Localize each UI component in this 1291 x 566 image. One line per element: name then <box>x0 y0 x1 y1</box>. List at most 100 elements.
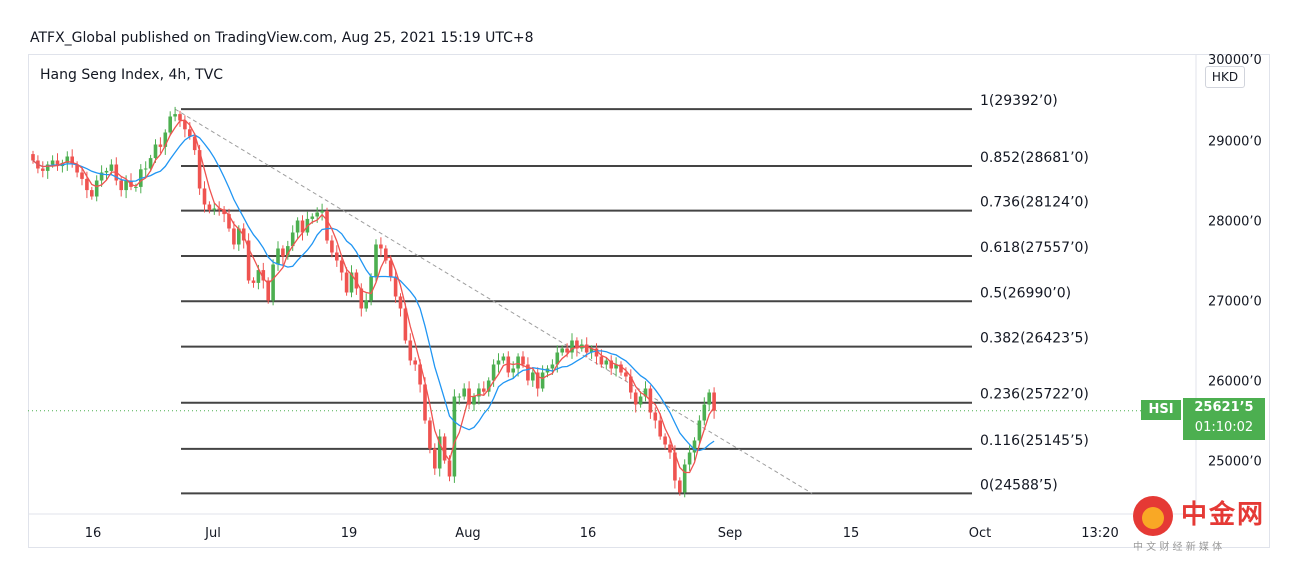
fib-level-label: 0.736(28124’0) <box>980 195 1089 211</box>
y-tick-label-top: 30000’0 <box>1208 53 1262 68</box>
candle-body <box>295 220 300 233</box>
price-tag-value: 25621’5 01:10:02 <box>1183 398 1265 440</box>
candle-body <box>692 440 697 453</box>
x-tick-label: 19 <box>341 526 358 541</box>
candle-body <box>570 340 574 353</box>
candle-body <box>325 210 329 241</box>
candle-body <box>119 180 123 191</box>
candle-body <box>369 276 373 301</box>
candle-body <box>687 452 692 465</box>
candle-body <box>673 452 677 481</box>
candle-body <box>286 246 290 257</box>
currency-button[interactable]: HKD <box>1205 66 1245 88</box>
candle-body <box>589 348 594 353</box>
price-tag-countdown: 01:10:02 <box>1194 420 1254 435</box>
candle-body <box>526 364 530 381</box>
candle-body <box>697 420 702 441</box>
candle-body <box>339 260 344 273</box>
candle-body <box>565 348 569 353</box>
candle-body <box>134 186 138 188</box>
candle-body <box>678 480 682 493</box>
candle-body <box>335 252 339 261</box>
candle-body <box>496 360 501 365</box>
candle-body <box>516 356 520 369</box>
candle-body <box>374 244 378 277</box>
candle-body <box>550 364 555 369</box>
candle-body <box>41 168 45 171</box>
candle-body <box>707 392 711 405</box>
fib-level-label: 0.852(28681’0) <box>980 150 1089 166</box>
candle-body <box>604 360 609 365</box>
candle-body <box>663 436 667 445</box>
candle-body <box>521 356 525 365</box>
candle-body <box>45 164 50 171</box>
candle-body <box>143 168 148 170</box>
x-tick-label: Oct <box>969 526 991 541</box>
candle-body <box>658 420 662 437</box>
price-tag-price: 25621’5 <box>1194 400 1254 415</box>
candle-body <box>364 300 368 309</box>
candle-body <box>452 396 457 477</box>
candle-body <box>227 214 231 229</box>
fib-level-label: 1(29392’0) <box>980 93 1058 109</box>
candle-body <box>168 116 172 133</box>
candle-body <box>599 356 604 365</box>
candle-body <box>251 280 256 283</box>
candle-body <box>148 158 153 169</box>
candle-body <box>384 248 388 261</box>
candle-body <box>109 164 114 171</box>
candle-body <box>158 144 163 147</box>
candle-body <box>55 160 60 167</box>
x-tick-label: Aug <box>455 526 480 541</box>
candle-body <box>217 208 221 210</box>
candle-body <box>281 248 285 257</box>
x-tick-label: 16 <box>580 526 597 541</box>
candle-body <box>256 270 261 283</box>
candle-body <box>315 212 319 217</box>
candle-body <box>197 150 202 189</box>
candle-body <box>75 164 79 173</box>
watermark-circle-icon <box>1133 496 1173 536</box>
candle-body <box>413 360 417 365</box>
x-tick-label: 13:20 <box>1081 526 1118 541</box>
candle-body <box>629 376 633 393</box>
candle-body <box>609 360 613 369</box>
trend-line <box>174 108 813 494</box>
ma-fast-line <box>32 119 715 474</box>
candle-body <box>702 404 707 421</box>
candle-body <box>462 388 466 397</box>
y-tick-label: 29000’0 <box>1208 135 1262 150</box>
candle-body <box>668 444 672 453</box>
y-tick-label: 25000’0 <box>1208 455 1262 470</box>
candle-body <box>531 372 535 381</box>
fib-level-label: 0.382(26423’5) <box>980 331 1089 347</box>
candle-body <box>237 228 241 245</box>
candle-body <box>437 436 442 469</box>
watermark-name: 中金网 <box>1181 500 1266 530</box>
candle-body <box>261 270 266 281</box>
candle-body <box>482 388 486 392</box>
candle-body <box>594 348 599 357</box>
fib-level-label: 0.116(25145’5) <box>980 433 1089 449</box>
candle-body <box>501 356 506 361</box>
fib-level-label: 0(24588’5) <box>980 477 1058 493</box>
candle-body <box>388 260 393 277</box>
candle-body <box>104 170 109 173</box>
candle-body <box>359 288 364 309</box>
candle-body <box>266 280 270 301</box>
candle-body <box>99 172 104 181</box>
candle-body <box>511 368 515 373</box>
chart-frame[interactable] <box>28 54 1270 548</box>
candle-body <box>575 340 579 349</box>
fib-level-label: 0.5(26990’0) <box>980 285 1071 301</box>
candle-body <box>491 364 496 381</box>
fib-level-label: 0.236(25722’0) <box>980 387 1089 403</box>
candle-body <box>560 348 564 353</box>
candle-body <box>584 344 589 353</box>
candle-body <box>349 272 354 293</box>
price-tag-symbol: HSI <box>1141 400 1181 420</box>
x-tick-label: 16 <box>85 526 102 541</box>
candle-body <box>398 296 403 309</box>
candle-body <box>310 216 315 219</box>
